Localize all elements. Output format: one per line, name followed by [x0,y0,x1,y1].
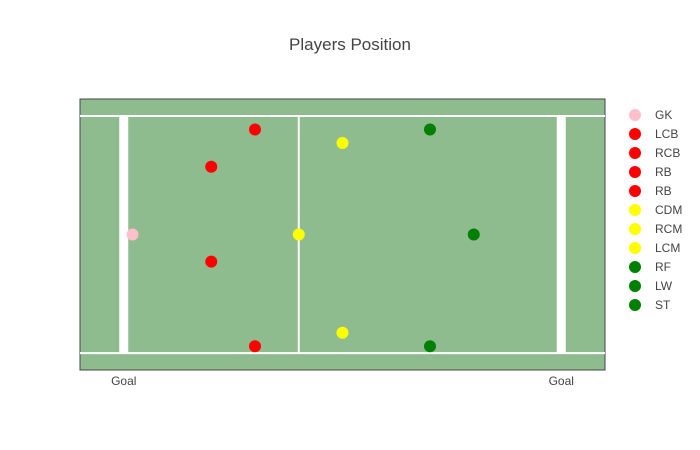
legend-label: RB [655,165,672,179]
legend-marker [629,166,641,178]
marker-st[interactable] [468,229,480,241]
legend-item-rf[interactable]: RF [629,260,671,274]
legend-marker [629,204,641,216]
legend-label: RF [655,260,671,274]
marker-rf[interactable] [424,123,436,135]
legend-item-rb[interactable]: RB [629,184,672,198]
marker-lcb[interactable] [249,123,261,135]
legend-marker [629,128,641,140]
legend-item-st[interactable]: ST [629,298,671,312]
legend-item-rb[interactable]: RB [629,165,672,179]
legend-label: RB [655,184,672,198]
x-tick-label: Goal [549,374,574,388]
x-tick-label: Goal [111,374,136,388]
marker-gk[interactable] [127,229,139,241]
legend-marker [629,147,641,159]
legend-marker [629,280,641,292]
marker-cdm[interactable] [293,229,305,241]
legend-item-lcb[interactable]: LCB [629,127,678,141]
legend-marker [629,109,641,121]
legend-label: RCB [655,146,680,160]
marker-lcm[interactable] [337,327,349,339]
x-axis-ticks: Goal Goal [111,374,574,388]
legend-marker [629,185,641,197]
marker-rb[interactable] [249,340,261,352]
legend[interactable]: GK LCB RCB RB RB CDM RCM LCM RF LW ST [629,108,682,312]
legend-item-rcb[interactable]: RCB [629,146,680,160]
legend-item-rcm[interactable]: RCM [629,222,682,236]
legend-item-gk[interactable]: GK [629,108,672,122]
marker-rcm[interactable] [337,137,349,149]
legend-item-cdm[interactable]: CDM [629,203,682,217]
marker-rcb[interactable] [205,161,217,173]
marker-rb[interactable] [205,256,217,268]
legend-marker [629,261,641,273]
legend-marker [629,223,641,235]
legend-label: LCM [655,241,680,255]
legend-label: LW [655,279,673,293]
legend-label: ST [655,298,671,312]
legend-item-lcm[interactable]: LCM [629,241,680,255]
legend-label: CDM [655,203,682,217]
legend-label: LCB [655,127,678,141]
legend-label: RCM [655,222,682,236]
legend-item-lw[interactable]: LW [629,279,673,293]
chart-title: Players Position [289,35,411,54]
legend-label: GK [655,108,672,122]
legend-marker [629,242,641,254]
legend-marker [629,299,641,311]
marker-lw[interactable] [424,340,436,352]
